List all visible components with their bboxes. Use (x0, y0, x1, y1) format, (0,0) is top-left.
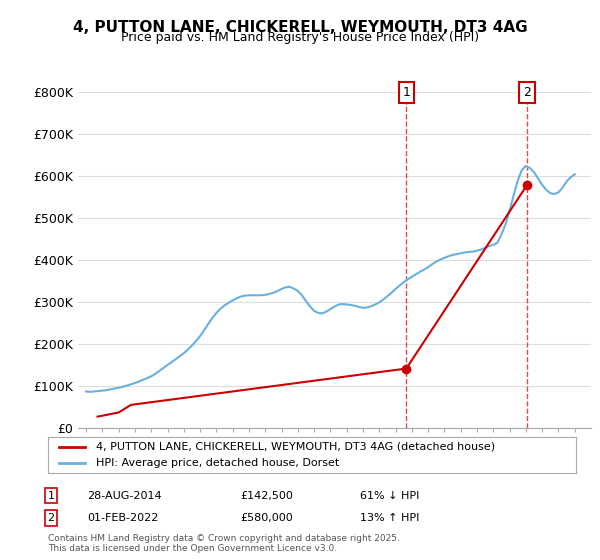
Text: 2: 2 (523, 86, 531, 99)
Text: Price paid vs. HM Land Registry's House Price Index (HPI): Price paid vs. HM Land Registry's House … (121, 31, 479, 44)
Text: £580,000: £580,000 (240, 513, 293, 523)
Text: 61% ↓ HPI: 61% ↓ HPI (360, 491, 419, 501)
Text: 13% ↑ HPI: 13% ↑ HPI (360, 513, 419, 523)
Text: £142,500: £142,500 (240, 491, 293, 501)
Text: 2: 2 (47, 513, 55, 523)
Text: 1: 1 (47, 491, 55, 501)
Text: 4, PUTTON LANE, CHICKERELL, WEYMOUTH, DT3 4AG (detached house): 4, PUTTON LANE, CHICKERELL, WEYMOUTH, DT… (95, 442, 494, 452)
Text: 01-FEB-2022: 01-FEB-2022 (87, 513, 158, 523)
Text: 28-AUG-2014: 28-AUG-2014 (87, 491, 161, 501)
Text: HPI: Average price, detached house, Dorset: HPI: Average price, detached house, Dors… (95, 458, 339, 468)
Text: 1: 1 (403, 86, 410, 99)
Text: Contains HM Land Registry data © Crown copyright and database right 2025.
This d: Contains HM Land Registry data © Crown c… (48, 534, 400, 553)
Text: 4, PUTTON LANE, CHICKERELL, WEYMOUTH, DT3 4AG: 4, PUTTON LANE, CHICKERELL, WEYMOUTH, DT… (73, 20, 527, 35)
